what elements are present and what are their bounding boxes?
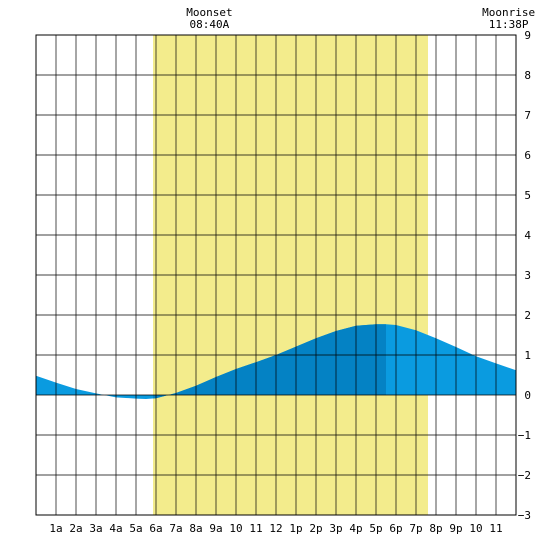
moonset-time: 08:40A <box>190 18 230 31</box>
x-tick-label: 6p <box>389 522 402 535</box>
x-tick-label: 11 <box>249 522 262 535</box>
y-tick-label: 5 <box>524 189 531 202</box>
y-tick-label: 3 <box>524 269 531 282</box>
x-tick-label: 8p <box>429 522 442 535</box>
x-tick-label: 4p <box>349 522 362 535</box>
y-tick-label: 7 <box>524 109 531 122</box>
tide-area-highlight <box>153 324 386 399</box>
x-tick-label: 9a <box>209 522 222 535</box>
y-tick-label: 4 <box>524 229 531 242</box>
y-tick-label: −2 <box>518 469 531 482</box>
x-tick-label: 5p <box>369 522 382 535</box>
y-tick-label: −3 <box>518 509 531 522</box>
x-tick-label: 7p <box>409 522 422 535</box>
x-tick-label: 9p <box>449 522 462 535</box>
moonrise-title: Moonrise <box>482 6 535 19</box>
x-tick-label: 11 <box>489 522 502 535</box>
moonrise-time: 11:38P <box>489 18 529 31</box>
y-tick-label: 6 <box>524 149 531 162</box>
x-tick-label: 4a <box>109 522 122 535</box>
x-tick-label: 5a <box>129 522 142 535</box>
y-tick-label: 2 <box>524 309 531 322</box>
x-tick-label: 10 <box>469 522 482 535</box>
x-tick-label: 2p <box>309 522 322 535</box>
x-tick-label: 1p <box>289 522 302 535</box>
y-tick-label: 1 <box>524 349 531 362</box>
y-tick-label: −1 <box>518 429 531 442</box>
x-tick-label: 3a <box>89 522 102 535</box>
x-tick-label: 7a <box>169 522 182 535</box>
plot-frame <box>35 34 517 516</box>
y-tick-label: 0 <box>524 389 531 402</box>
x-tick-label: 6a <box>149 522 162 535</box>
y-tick-label: 9 <box>524 29 531 42</box>
x-tick-label: 10 <box>229 522 242 535</box>
x-tick-label: 3p <box>329 522 342 535</box>
x-tick-label: 12 <box>269 522 282 535</box>
x-tick-label: 2a <box>69 522 82 535</box>
x-tick-label: 8a <box>189 522 202 535</box>
x-tick-label: 1a <box>49 522 62 535</box>
y-tick-label: 8 <box>524 69 531 82</box>
moonset-title: Moonset <box>186 6 232 19</box>
